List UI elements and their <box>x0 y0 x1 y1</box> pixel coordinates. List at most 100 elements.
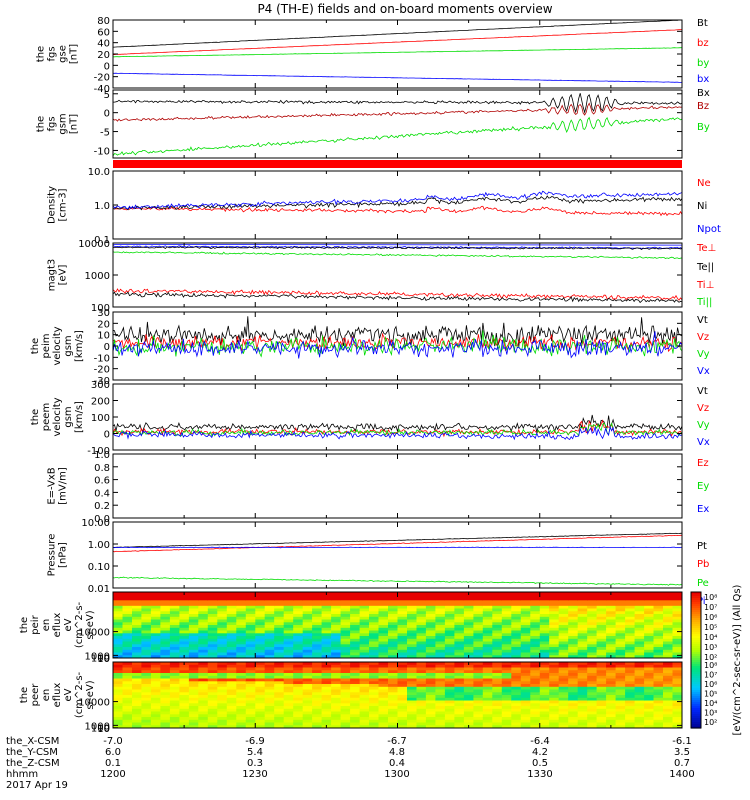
heatmap-cell <box>132 625 143 629</box>
heatmap-cell <box>663 627 674 632</box>
heatmap-cell <box>596 714 607 718</box>
heatmap-cell <box>577 670 588 674</box>
heatmap-cell <box>407 633 418 637</box>
y-tick-label: 10 <box>97 331 110 342</box>
heatmap-cell <box>188 719 199 724</box>
heatmap-cell <box>653 675 664 680</box>
heatmap-cell <box>113 689 124 693</box>
heatmap-cell <box>302 700 313 704</box>
heatmap-cell <box>397 647 408 651</box>
heatmap-cell <box>549 652 560 656</box>
heatmap-cell <box>615 717 626 721</box>
heatmap-cell <box>245 641 256 645</box>
heatmap-cell <box>672 689 682 693</box>
heatmap-cell <box>501 647 512 651</box>
heatmap-cell <box>454 673 465 677</box>
heatmap-cell <box>435 619 446 623</box>
heatmap-cell <box>359 675 370 680</box>
heatmap-cell <box>378 667 389 671</box>
heatmap-cell <box>217 649 228 654</box>
heatmap-cell <box>444 616 455 621</box>
y-tick-label: 300 <box>91 380 110 391</box>
heatmap-cell <box>207 622 218 626</box>
heatmap-cell <box>283 719 294 724</box>
colorbar-cell <box>691 712 701 715</box>
heatmap-cell <box>378 722 389 726</box>
heatmap-cell <box>179 686 190 691</box>
heatmap-cell <box>444 689 455 693</box>
heatmap-cell <box>435 670 446 674</box>
heatmap-cell <box>350 678 361 682</box>
heatmap-cell <box>378 592 389 596</box>
heatmap-cell <box>245 725 256 728</box>
heatmap-cell <box>198 625 209 629</box>
heatmap-cell <box>132 678 143 682</box>
heatmap-cell <box>501 708 512 713</box>
heatmap-cell <box>501 605 512 610</box>
legend-Vt: Vt <box>697 315 708 326</box>
heatmap-cell <box>501 622 512 626</box>
heatmap-cell <box>539 616 550 621</box>
heatmap-cell <box>188 644 199 648</box>
heatmap-cell <box>520 667 531 671</box>
heatmap-cell <box>625 711 636 715</box>
heatmap-cell <box>568 608 579 612</box>
heatmap-cell <box>425 675 436 680</box>
heatmap-cell <box>492 700 503 704</box>
heatmap-cell <box>625 725 636 728</box>
heatmap-cell <box>644 600 655 604</box>
heatmap-cell <box>539 695 550 699</box>
heatmap-cell <box>463 692 474 696</box>
colorbar-cell <box>691 676 701 679</box>
heatmap-cell <box>463 649 474 654</box>
heatmap-cell <box>653 622 664 626</box>
y-tick-label: 0.2 <box>94 501 110 512</box>
heatmap-cell <box>312 714 323 718</box>
colorbar-label-2: 10⁸ <box>704 661 717 670</box>
heatmap-cell <box>226 608 237 612</box>
heatmap-cell <box>378 686 389 691</box>
heatmap-cell <box>369 611 380 615</box>
heatmap-cell <box>644 608 655 612</box>
heatmap-cell <box>141 627 152 632</box>
heatmap-cell <box>520 692 531 696</box>
heatmap-cell <box>369 625 380 629</box>
heatmap-cell <box>558 619 569 623</box>
heatmap-cell <box>539 647 550 651</box>
heatmap-cell <box>587 652 598 656</box>
heatmap-cell <box>530 611 541 615</box>
heatmap-cell <box>293 641 304 645</box>
y-tick-label: 0 <box>104 109 110 120</box>
heatmap-cell <box>425 670 436 674</box>
heatmap-cell <box>321 619 332 623</box>
heatmap-cell <box>482 614 493 618</box>
heatmap-cell <box>359 638 370 643</box>
heatmap-cell <box>274 652 285 656</box>
heatmap-cell <box>520 603 531 607</box>
heatmap-cell <box>482 695 493 699</box>
heatmap-cell <box>188 673 199 677</box>
heatmap-cell <box>369 719 380 724</box>
series-line-Bx <box>113 93 682 114</box>
heatmap-cell <box>350 719 361 724</box>
colorbar-label: 10² <box>704 653 717 662</box>
heatmap-cell <box>596 725 607 728</box>
heatmap-cell <box>454 625 465 629</box>
heatmap-cell <box>577 638 588 643</box>
heatmap-cell <box>207 597 218 601</box>
heatmap-cell <box>274 641 285 645</box>
heatmap-cell <box>245 647 256 651</box>
heatmap-cell <box>359 630 370 634</box>
heatmap-cell <box>520 664 531 669</box>
heatmap-cell <box>625 717 636 721</box>
heatmap-cell <box>407 681 418 685</box>
heatmap-cell <box>615 711 626 715</box>
heatmap-cell <box>274 603 285 607</box>
heatmap-cell <box>340 714 351 718</box>
heatmap-cell <box>188 605 199 610</box>
heatmap-cell <box>672 697 682 702</box>
heatmap-cell <box>634 652 645 656</box>
heatmap-cell <box>454 686 465 691</box>
heatmap-cell <box>397 622 408 626</box>
